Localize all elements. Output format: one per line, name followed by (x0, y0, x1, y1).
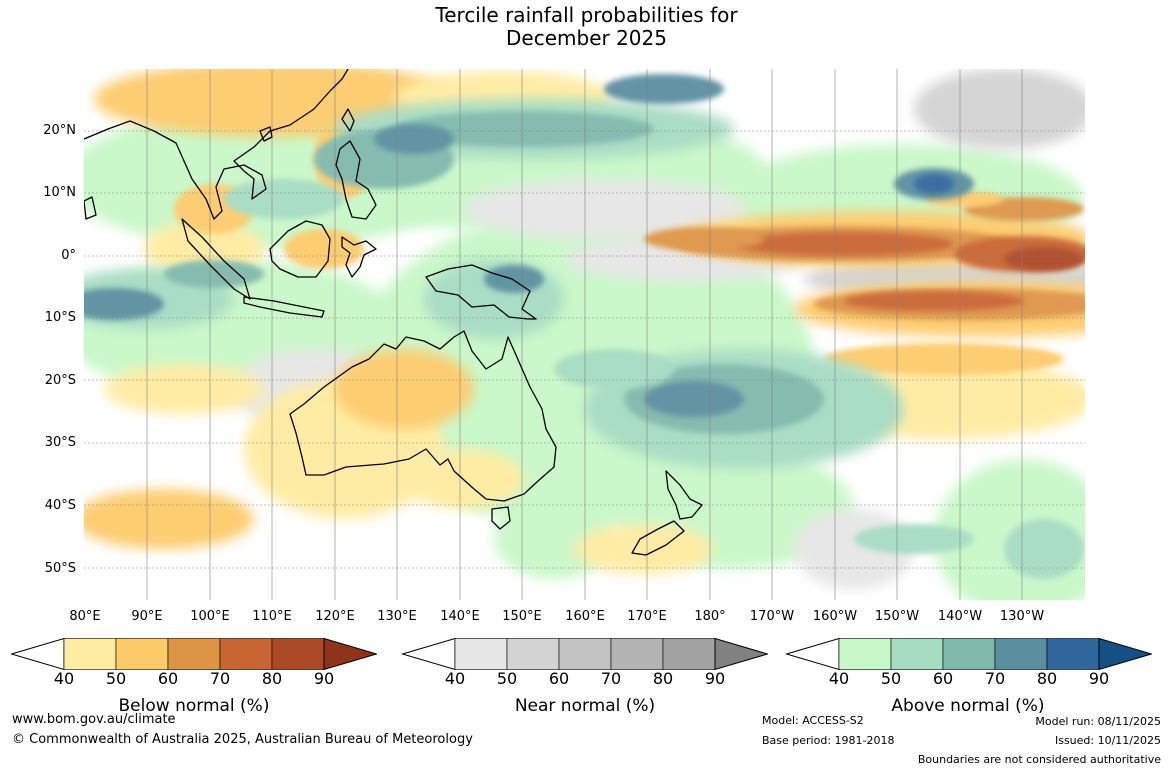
lat-label-20n: 20°N (43, 123, 76, 138)
java-coastline (243, 296, 325, 318)
above-tick-90: 90 (1088, 669, 1110, 688)
above-tick-70: 70 (984, 669, 1006, 688)
colorbar-below-seg-5 (271, 638, 325, 670)
below-tick-70: 70 (209, 669, 231, 688)
graticule (84, 69, 1085, 600)
colorbar-below-seg-3 (167, 638, 221, 670)
hainan-coastline (259, 126, 273, 142)
coastlines (84, 69, 703, 556)
title-line-2: December 2025 (506, 26, 667, 50)
lon-label-180: 180° (694, 609, 726, 624)
lon-label-160w: 160°W (812, 609, 858, 624)
website-text: www.bom.gov.au/climate (12, 712, 176, 727)
lon-label-140w: 140°W (937, 609, 983, 624)
near-tick-40: 40 (444, 669, 466, 688)
lat-label-20s: 20°S (44, 373, 76, 388)
near-tick-50: 50 (496, 669, 518, 688)
below-tick-80: 80 (261, 669, 283, 688)
probability-map (84, 69, 1085, 600)
near-normal-label: Near normal (%) (514, 696, 656, 716)
near-tick-80: 80 (652, 669, 674, 688)
below-tick-90: 90 (313, 669, 335, 688)
lat-label-40s: 40°S (44, 498, 76, 513)
colorbar-near-normal (402, 638, 768, 671)
colorbar-below-normal (11, 638, 377, 671)
colorbar-near-seg-3 (558, 638, 612, 670)
below-normal-label: Below normal (%) (118, 696, 270, 716)
above-tick-80: 80 (1036, 669, 1058, 688)
lon-label-150w: 150°W (874, 609, 920, 624)
colorbar-above-seg-5 (1046, 638, 1100, 670)
model-run-text: Model run: 08/11/2025 (1035, 715, 1161, 728)
model-text: Model: ACCESS-S2 (762, 714, 864, 727)
tasmania-coastline (491, 506, 511, 530)
philippines-coastline (335, 140, 377, 220)
copyright-text: © Commonwealth of Australia 2025, Austra… (12, 732, 473, 747)
lon-label-150e: 150°E (502, 609, 542, 624)
lon-label-100e: 100°E (190, 609, 230, 624)
lat-label-0: 0° (61, 248, 76, 263)
lon-label-120e: 120°E (315, 609, 355, 624)
taiwan-coastline (341, 108, 355, 132)
near-tick-70: 70 (600, 669, 622, 688)
sulawesi-coastline (341, 236, 377, 278)
title-line-1: Tercile rainfall probabilities for (435, 3, 738, 27)
above-tick-60: 60 (932, 669, 954, 688)
below-tick-60: 60 (157, 669, 179, 688)
colorbar-near-seg-4 (610, 638, 664, 670)
colorbar-above-seg-4 (994, 638, 1048, 670)
colorbar-above-under-triangle (786, 638, 840, 671)
lat-label-10n: 10°N (43, 185, 76, 200)
above-tick-40: 40 (828, 669, 850, 688)
lat-label-50s: 50°S (44, 561, 76, 576)
lat-label-10s: 10°S (44, 310, 76, 325)
colorbar-near-over-triangle (714, 638, 768, 671)
lon-label-130w: 130°W (999, 609, 1045, 624)
colorbar-below-seg-1 (63, 638, 117, 670)
colorbar-below-under-triangle (11, 638, 65, 671)
colorbar-below-over-triangle (323, 638, 377, 671)
colorbar-near-seg-1 (454, 638, 508, 670)
below-tick-50: 50 (105, 669, 127, 688)
sri-lanka-coastline (84, 196, 97, 220)
colorbar-above-seg-1 (838, 638, 892, 670)
new-zealand-south-coastline (631, 520, 685, 556)
lon-label-170w: 170°W (749, 609, 795, 624)
lat-label-30s: 30°S (44, 435, 76, 450)
disclaimer-text: Boundaries are not considered authoritat… (917, 753, 1161, 766)
colorbar-near-seg-5 (662, 638, 716, 670)
lon-label-80e: 80°E (69, 609, 101, 624)
sumatra-coastline (181, 218, 251, 300)
lon-label-90e: 90°E (131, 609, 163, 624)
colorbar-above-over-triangle (1098, 638, 1152, 671)
lon-label-170e: 170°E (627, 609, 667, 624)
lon-label-130e: 130°E (377, 609, 417, 624)
colorbar-below-seg-2 (115, 638, 169, 670)
base-period-text: Base period: 1981-2018 (762, 734, 895, 747)
mainland-asia-coastline (84, 69, 349, 220)
lon-label-110e: 110°E (252, 609, 292, 624)
above-tick-50: 50 (880, 669, 902, 688)
colorbar-below-seg-4 (219, 638, 273, 670)
colorbar-above-seg-3 (942, 638, 996, 670)
near-tick-90: 90 (704, 669, 726, 688)
new-zealand-north-coastline (665, 470, 703, 520)
issued-text: Issued: 10/11/2025 (1054, 734, 1161, 747)
above-normal-label: Above normal (%) (891, 696, 1045, 716)
near-tick-60: 60 (548, 669, 570, 688)
borneo-coastline (269, 220, 331, 278)
chart-title: Tercile rainfall probabilities for Decem… (0, 4, 1173, 50)
colorbar-above-normal (786, 638, 1152, 671)
colorbar-near-seg-2 (506, 638, 560, 670)
colorbar-above-seg-2 (890, 638, 944, 670)
lon-label-140e: 140°E (440, 609, 480, 624)
colorbar-near-under-triangle (402, 638, 456, 671)
probability-field (84, 69, 1085, 600)
australia-coastline (289, 330, 557, 502)
map-canvas (84, 69, 1085, 600)
new-guinea-coastline (425, 264, 537, 320)
below-tick-40: 40 (53, 669, 75, 688)
lon-label-160e: 160°E (565, 609, 605, 624)
